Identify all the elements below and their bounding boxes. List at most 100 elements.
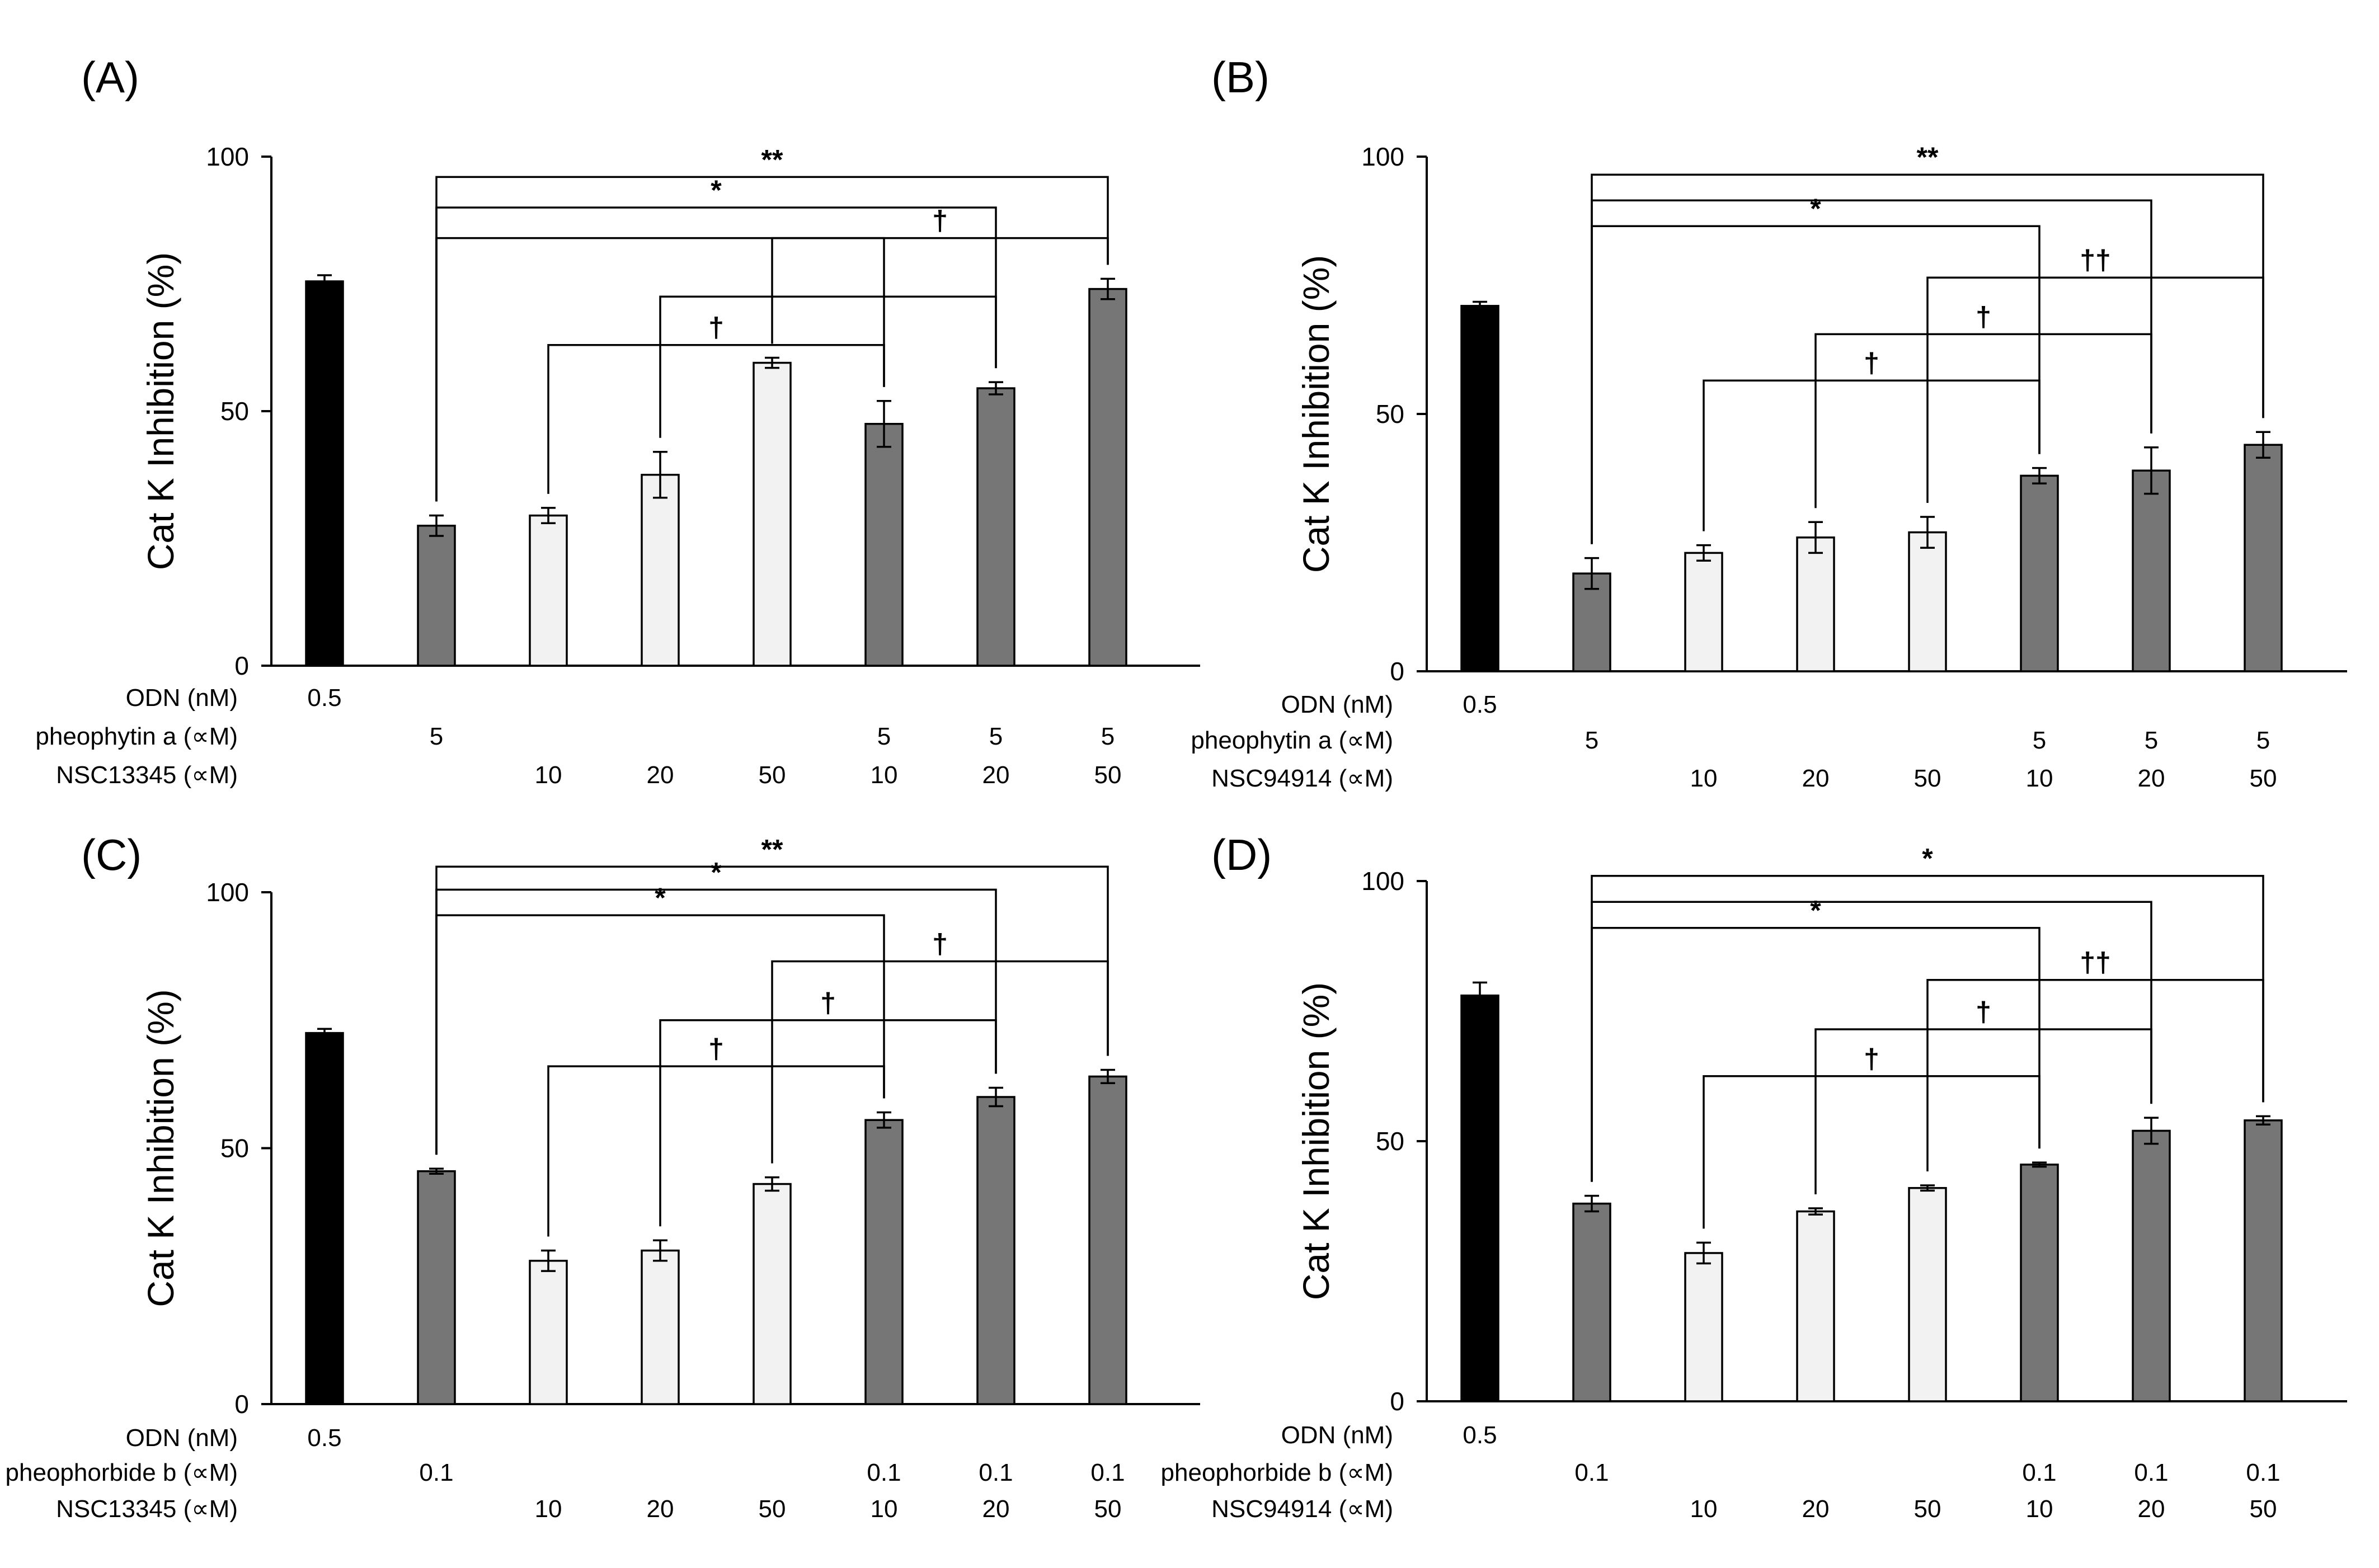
bar (976, 1096, 1015, 1405)
row-label: ODN (nM) (126, 684, 238, 712)
bar (1684, 1252, 1723, 1402)
significance-mark: † (932, 929, 948, 960)
y-tick-label: 100 (206, 878, 249, 907)
error-bar (877, 1111, 891, 1129)
bar (864, 423, 904, 667)
bar (2020, 1164, 2059, 1402)
row-value: 20 (647, 1495, 674, 1523)
error-bar (429, 514, 444, 537)
significance-mark: † (1976, 996, 1991, 1028)
error-bar (2256, 1115, 2270, 1126)
bar (1088, 288, 1127, 667)
row-value: 50 (759, 1495, 786, 1523)
bar (305, 280, 344, 667)
y-tick-label: 0 (234, 651, 249, 680)
bar (2244, 444, 2283, 672)
row-label: pheophorbide b (∝M) (6, 1459, 238, 1486)
error-bar (1101, 277, 1115, 300)
y-axis-label: Cat K Inhibition (%) (140, 989, 181, 1307)
significance-bracket (547, 1065, 885, 1237)
error-bar (2144, 446, 2159, 495)
error-bar (1808, 521, 1823, 554)
bar (529, 1260, 568, 1405)
error-bar (1585, 1194, 1599, 1213)
significance-mark: † (1864, 347, 1879, 379)
row-label: pheophytin a (∝M) (35, 723, 238, 750)
bar (305, 1032, 344, 1405)
y-tick-label: 50 (220, 397, 249, 426)
error-bar (1808, 1207, 1823, 1216)
bar (1908, 531, 1947, 672)
significance-bracket (1591, 901, 2152, 1182)
row-value: 0.1 (867, 1459, 901, 1486)
error-bar (1101, 1068, 1115, 1085)
y-tick-label: 0 (234, 1390, 249, 1419)
row-value: 0.5 (307, 684, 341, 712)
significance-mark: † (932, 205, 948, 237)
row-value: 10 (535, 761, 562, 789)
significance-bracket (435, 206, 997, 502)
row-value: 20 (647, 761, 674, 789)
row-value: 0.5 (1463, 691, 1497, 718)
significance-mark: ** (761, 834, 783, 865)
significance-mark: ** (761, 144, 783, 175)
row-value: 50 (2250, 765, 2277, 792)
significance-mark: † (1976, 301, 1991, 332)
y-tick-label: 50 (220, 1134, 249, 1163)
row-label: ODN (nM) (1281, 1421, 1393, 1449)
row-value: 20 (982, 1495, 1010, 1523)
y-tick-label: 100 (1361, 867, 1404, 896)
error-bar (877, 400, 891, 448)
bar (1684, 552, 1723, 672)
y-tick-label: 50 (1376, 399, 1404, 429)
error-bar (765, 1176, 779, 1192)
bar (1088, 1075, 1127, 1405)
bar (1460, 305, 1499, 672)
row-value: 0.1 (2022, 1459, 2056, 1486)
significance-bracket (659, 1019, 997, 1227)
bar (1796, 1210, 1835, 1402)
error-bar (1696, 1241, 1711, 1265)
row-value: 0.5 (1463, 1421, 1497, 1449)
row-value: 50 (1914, 1495, 1941, 1523)
significance-mark: † (820, 987, 836, 1019)
error-bar (429, 1167, 444, 1175)
row-value: 50 (1914, 765, 1941, 792)
error-bar (765, 356, 779, 369)
row-value: 5 (2145, 727, 2158, 754)
row-value: 10 (1690, 1495, 1718, 1523)
row-value: 50 (1094, 1495, 1122, 1523)
row-value: 5 (877, 723, 891, 750)
error-bar (2144, 1117, 2159, 1145)
row-label: NSC13345 (∝M) (56, 1495, 238, 1523)
bar (529, 514, 568, 667)
significance-bracket (1926, 276, 2264, 503)
significance-mark: * (1810, 193, 1821, 224)
row-value: 50 (759, 761, 786, 789)
row-value: 20 (1802, 1495, 1830, 1523)
row-value: 5 (430, 723, 443, 750)
error-bar (541, 507, 556, 524)
panel-title: (C) (81, 830, 142, 879)
bar (753, 1183, 792, 1405)
row-value: 20 (2138, 765, 2165, 792)
row-value: 5 (2256, 727, 2270, 754)
error-bar (2256, 431, 2270, 459)
bar (417, 1170, 456, 1405)
bar (1796, 536, 1835, 672)
row-value: 0.1 (2134, 1459, 2168, 1486)
bar (641, 474, 680, 667)
row-label: pheophytin a (∝M) (1191, 727, 1393, 754)
error-bar (989, 381, 1003, 395)
significance-mark: † (708, 1033, 724, 1065)
y-axis-label: Cat K Inhibition (%) (1295, 982, 1337, 1301)
row-value: 10 (1690, 765, 1718, 792)
row-value: 5 (1585, 727, 1598, 754)
bar (1572, 1202, 1611, 1402)
bar (641, 1249, 680, 1405)
bar (417, 525, 456, 667)
error-bar (317, 274, 332, 289)
y-axis-label: Cat K Inhibition (%) (1295, 255, 1337, 573)
error-bar (653, 1239, 667, 1262)
row-value: 5 (1101, 723, 1115, 750)
